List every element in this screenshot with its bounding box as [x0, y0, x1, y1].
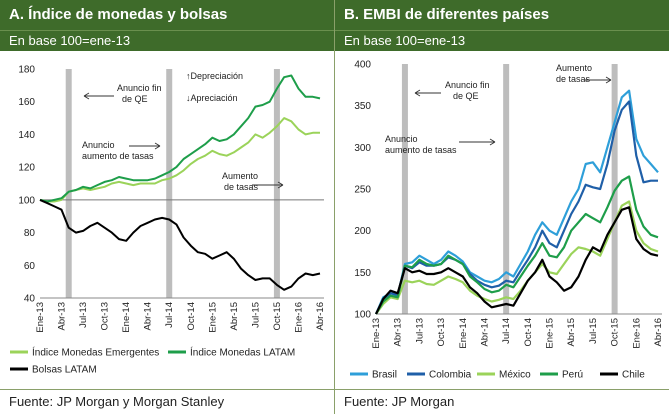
legend-label: México — [499, 370, 531, 381]
series-line-1 — [375, 100, 658, 315]
legend-label: Índice Monedas LATAM — [190, 346, 295, 359]
x-tick-label: Oct-14 — [523, 318, 534, 347]
event-bar — [273, 69, 280, 298]
panel-b-source: Fuente: JP Morgan — [335, 389, 669, 414]
y-tick-label: 80 — [24, 228, 36, 239]
x-tick-label: Ene-16 — [631, 318, 642, 349]
x-tick-label: Ene-13 — [371, 318, 382, 349]
y-tick-label: 400 — [354, 60, 371, 71]
panel-b-title: B. EMBI de diferentes países — [335, 0, 669, 30]
panel-monedas-bolsas: A. Índice de monedas y bolsas En base 10… — [0, 0, 334, 414]
annotation-text: ↑Depreciación — [186, 71, 243, 81]
y-tick-label: 350 — [354, 101, 371, 112]
series-line-1 — [39, 74, 321, 203]
panel-a-subtitle: En base 100=ene-13 — [0, 30, 334, 51]
annotation-text: Anuncio — [385, 134, 418, 144]
x-tick-label: Abr-14 — [479, 318, 490, 347]
x-tick-label: Abr-13 — [57, 302, 68, 331]
x-tick-label: Oct-15 — [610, 318, 621, 347]
annotation-text: de QE — [453, 91, 479, 101]
x-tick-label: Abr-14 — [143, 302, 154, 331]
x-tick-label: Jul-15 — [250, 302, 261, 328]
annotation-text: Anuncio fin — [445, 80, 490, 90]
y-tick-label: 160 — [18, 97, 35, 108]
legend-label: Brasil — [372, 370, 397, 381]
x-tick-label: Ene-13 — [35, 302, 46, 333]
annotation-text: Anuncio fin — [117, 83, 162, 93]
x-tick-label: Abr-16 — [315, 302, 326, 331]
x-tick-label: Jul-14 — [164, 302, 175, 328]
chart-b: 100 150 200 250 300 350 400 Ene-13 Abr-13 Jul-13 O… — [350, 60, 664, 381]
x-tick-label: Jul-13 — [78, 302, 89, 328]
y-tick-label: 180 — [18, 65, 35, 76]
event-bar — [401, 64, 408, 314]
y-tick-label: 140 — [18, 130, 35, 141]
x-tick-label: Abr-16 — [653, 318, 664, 347]
x-tick-label: Ene-15 — [545, 318, 556, 349]
annotation-arrowhead — [605, 76, 612, 84]
annotation-text: Aumento — [222, 171, 258, 181]
x-tick-label: Oct-13 — [100, 302, 111, 331]
panel-a-title: A. Índice de monedas y bolsas — [0, 0, 334, 30]
series-line-4 — [375, 206, 659, 315]
annotation-text: Aumento — [556, 63, 592, 73]
event-bar — [65, 69, 72, 298]
annotation-arrowhead — [489, 138, 496, 146]
annotation-text: ↓Apreciación — [186, 93, 238, 103]
event-bar — [503, 64, 510, 314]
annotation-text: Anuncio — [82, 140, 115, 150]
x-tick-label: Abr-15 — [566, 318, 577, 347]
x-tick-label: Ene-16 — [293, 302, 304, 333]
panel-b-subtitle: En base 100=ene-13 — [335, 30, 669, 51]
legend-label: Chile — [622, 370, 645, 381]
x-tick-label: Ene-14 — [121, 302, 132, 333]
series-line-2 — [39, 198, 321, 291]
annotation-text: de tasas — [224, 182, 259, 192]
x-tick-label: Jul-15 — [588, 318, 599, 344]
y-tick-label: 100 — [18, 195, 35, 206]
annotation-arrowhead — [414, 89, 421, 97]
series-line-0 — [374, 89, 659, 315]
series-line-3 — [375, 175, 659, 315]
y-tick-label: 120 — [18, 163, 35, 174]
chart-a: 40 60 80 100 120 140 160 180 Ene-13 Abr-13 Jul-13 O… — [10, 65, 326, 376]
y-tick-label: 200 — [354, 226, 371, 237]
annotation-text: aumento de tasas — [82, 151, 154, 161]
series-line-0 — [39, 117, 320, 203]
y-tick-label: 300 — [354, 143, 371, 154]
legend-label: Bolsas LATAM — [32, 365, 97, 376]
panel-a-source: Fuente: JP Morgan y Morgan Stanley — [0, 389, 334, 414]
panel-embi: B. EMBI de diferentes países En base 100… — [335, 0, 669, 414]
x-tick-label: Oct-14 — [186, 302, 197, 331]
x-tick-label: Ene-15 — [207, 302, 218, 333]
annotation-text: de tasas — [556, 74, 591, 84]
x-tick-label: Oct-15 — [272, 302, 283, 331]
y-tick-label: 60 — [24, 261, 36, 272]
x-tick-label: Oct-13 — [436, 318, 447, 347]
legend-label: Perú — [562, 370, 583, 381]
x-tick-label: Jul-14 — [501, 318, 512, 344]
annotation-text: aumento de tasas — [385, 145, 457, 155]
x-tick-label: Abr-13 — [393, 318, 404, 347]
annotation-arrowhead — [154, 142, 161, 150]
event-bar — [166, 69, 173, 298]
y-tick-label: 250 — [354, 185, 371, 196]
y-tick-label: 40 — [24, 294, 36, 305]
annotation-arrowhead — [83, 92, 90, 100]
y-tick-label: 150 — [354, 268, 371, 279]
legend-label: Índice Monedas Emergentes — [32, 346, 159, 359]
annotation-text: de QE — [122, 94, 148, 104]
x-tick-label: Ene-14 — [458, 318, 469, 349]
y-tick-label: 100 — [354, 310, 371, 321]
legend-label: Colombia — [429, 370, 472, 381]
x-tick-label: Abr-15 — [229, 302, 240, 331]
x-tick-label: Jul-13 — [414, 318, 425, 344]
panel-divider — [334, 0, 335, 414]
annotation-arrowhead — [277, 181, 284, 189]
